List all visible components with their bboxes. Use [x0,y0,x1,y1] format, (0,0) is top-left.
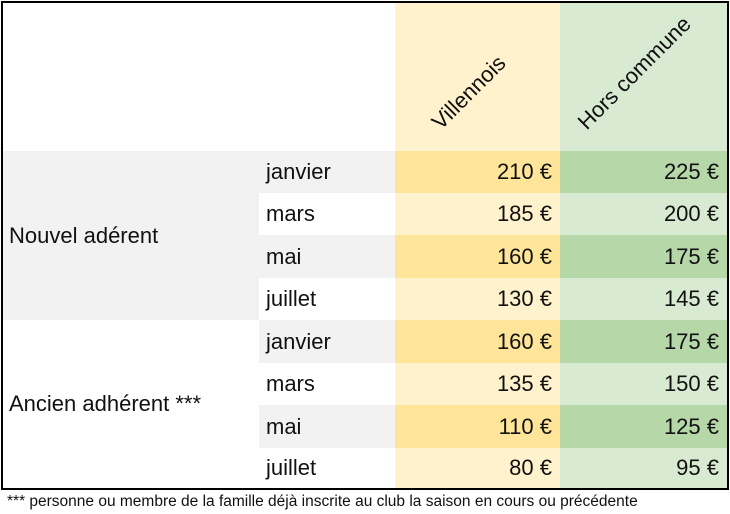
price-hors-commune: 95 € [560,448,727,488]
price-hors-commune: 225 € [560,151,727,193]
price-villennois: 160 € [395,320,560,363]
price-hors-commune: 200 € [560,193,727,235]
price-villennois: 80 € [395,448,560,488]
hors-commune-header-cell [560,3,727,151]
month-cell: mars [259,363,395,405]
month-cell: janvier [259,151,395,193]
price-villennois: 130 € [395,278,560,320]
price-hors-commune: 175 € [560,235,727,278]
month-cell: juillet [259,448,395,488]
price-villennois: 210 € [395,151,560,193]
price-hors-commune: 175 € [560,320,727,363]
villennois-header-cell [395,3,560,151]
group-label-nouvel: Nouvel adérent [3,151,259,320]
month-cell: janvier [259,320,395,363]
footnote: *** personne ou membre de la famille déj… [7,493,638,510]
price-hors-commune: 150 € [560,363,727,405]
price-villennois: 160 € [395,235,560,278]
pricing-table: Villennois Hors commune Nouvel adérent j… [1,1,729,490]
month-cell: mars [259,193,395,235]
price-villennois: 185 € [395,193,560,235]
month-cell: mai [259,405,395,448]
price-hors-commune: 125 € [560,405,727,448]
price-villennois: 135 € [395,363,560,405]
month-cell: juillet [259,278,395,320]
price-hors-commune: 145 € [560,278,727,320]
month-cell: mai [259,235,395,278]
price-villennois: 110 € [395,405,560,448]
group-label-ancien: Ancien adhérent *** [3,320,259,488]
